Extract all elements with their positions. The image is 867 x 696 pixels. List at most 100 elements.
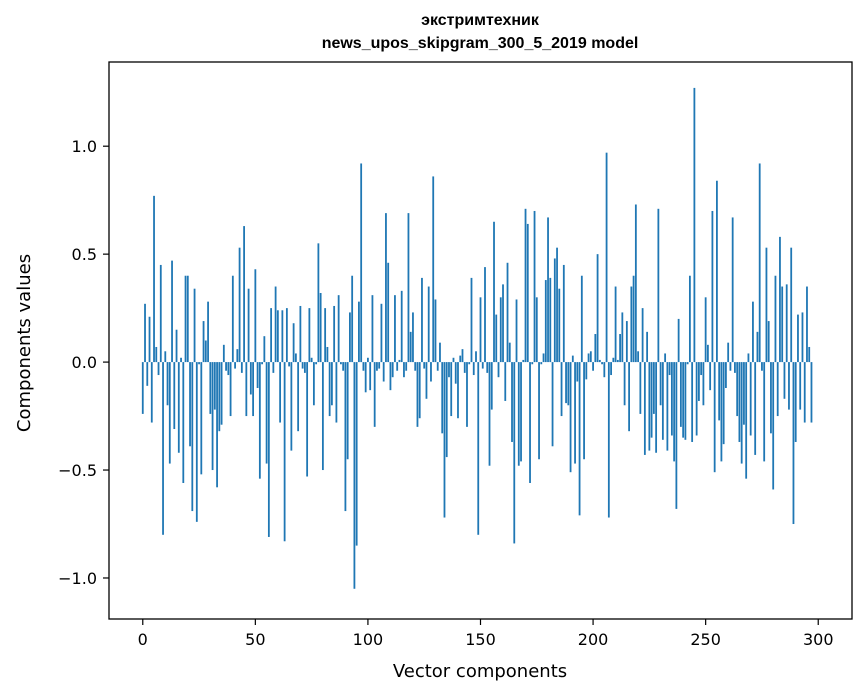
bar bbox=[634, 204, 637, 363]
bar bbox=[436, 362, 439, 371]
bar bbox=[486, 362, 489, 373]
bar bbox=[290, 362, 293, 451]
bar bbox=[700, 362, 703, 376]
bar bbox=[157, 362, 160, 376]
chart-subtitle: news_upos_skipgram_300_5_2019 model bbox=[321, 35, 639, 52]
y-tick-label: 0.0 bbox=[72, 353, 97, 372]
x-tick-label: 50 bbox=[245, 630, 265, 649]
bar bbox=[614, 286, 617, 363]
bar bbox=[698, 362, 700, 401]
bar bbox=[385, 213, 387, 363]
x-axis-label: Vector components bbox=[393, 661, 567, 682]
bar bbox=[675, 362, 678, 509]
bar bbox=[328, 362, 331, 417]
bar bbox=[229, 362, 232, 417]
bar bbox=[254, 269, 257, 363]
bar bbox=[351, 275, 354, 363]
bar bbox=[376, 362, 378, 371]
bar bbox=[308, 308, 311, 363]
bar bbox=[144, 303, 146, 363]
bar bbox=[517, 362, 520, 466]
bar bbox=[616, 359, 619, 363]
bar bbox=[337, 295, 340, 363]
bar bbox=[249, 362, 252, 395]
bar bbox=[526, 223, 529, 363]
bar bbox=[641, 308, 644, 363]
bar bbox=[772, 362, 775, 490]
bar bbox=[752, 301, 754, 363]
bar bbox=[162, 362, 164, 535]
bar bbox=[159, 264, 162, 363]
bar bbox=[639, 362, 642, 414]
bar bbox=[738, 362, 741, 442]
bar bbox=[358, 301, 360, 363]
bar bbox=[716, 180, 718, 363]
bar bbox=[688, 275, 691, 363]
bar bbox=[279, 362, 282, 423]
bar bbox=[463, 362, 466, 373]
bar bbox=[222, 344, 225, 363]
bar bbox=[538, 362, 540, 460]
bar bbox=[150, 362, 153, 423]
bar bbox=[430, 362, 432, 382]
bar bbox=[522, 359, 525, 363]
bar bbox=[412, 312, 414, 363]
bar bbox=[472, 362, 475, 376]
bar bbox=[477, 362, 480, 535]
bar bbox=[448, 362, 450, 378]
x-tick-label: 0 bbox=[138, 630, 148, 649]
bar bbox=[630, 286, 633, 363]
bar bbox=[484, 267, 486, 363]
bar bbox=[468, 362, 471, 365]
bar bbox=[549, 277, 552, 363]
bar bbox=[734, 362, 736, 373]
bar bbox=[736, 362, 739, 417]
bar bbox=[578, 362, 581, 516]
bar bbox=[182, 362, 185, 483]
bar bbox=[195, 362, 198, 522]
bar bbox=[180, 357, 182, 363]
bar bbox=[265, 362, 268, 464]
bar bbox=[569, 362, 572, 473]
bar bbox=[497, 362, 500, 378]
bar bbox=[758, 163, 761, 363]
bar bbox=[267, 362, 270, 537]
bar bbox=[765, 247, 768, 363]
bar bbox=[258, 362, 261, 479]
bar bbox=[288, 362, 291, 367]
bar bbox=[349, 312, 351, 363]
bar bbox=[583, 362, 585, 460]
bar bbox=[303, 362, 306, 373]
bar bbox=[558, 288, 561, 363]
x-tick-label: 150 bbox=[465, 630, 496, 649]
bar bbox=[252, 362, 254, 417]
bar bbox=[403, 362, 405, 378]
bar bbox=[670, 362, 673, 436]
bar bbox=[725, 362, 727, 388]
bar bbox=[743, 362, 745, 425]
bar bbox=[378, 362, 381, 369]
bar bbox=[317, 243, 320, 363]
bar bbox=[709, 362, 712, 391]
bar bbox=[270, 308, 273, 363]
bar bbox=[632, 275, 635, 363]
bar bbox=[369, 362, 372, 391]
bar bbox=[720, 362, 723, 462]
bar bbox=[797, 314, 799, 363]
bar bbox=[373, 362, 376, 427]
bar bbox=[283, 362, 286, 542]
bar bbox=[238, 247, 241, 363]
bar bbox=[806, 286, 808, 363]
bar bbox=[628, 362, 630, 432]
bar bbox=[285, 308, 288, 363]
bar bbox=[457, 362, 459, 419]
y-axis-label: Components values bbox=[14, 254, 35, 432]
y-tick-label: 0.5 bbox=[72, 245, 97, 264]
bar bbox=[439, 342, 441, 363]
bar bbox=[301, 362, 304, 369]
bar bbox=[177, 362, 180, 453]
bar bbox=[520, 362, 522, 462]
bar bbox=[340, 362, 342, 365]
bar bbox=[191, 362, 194, 512]
